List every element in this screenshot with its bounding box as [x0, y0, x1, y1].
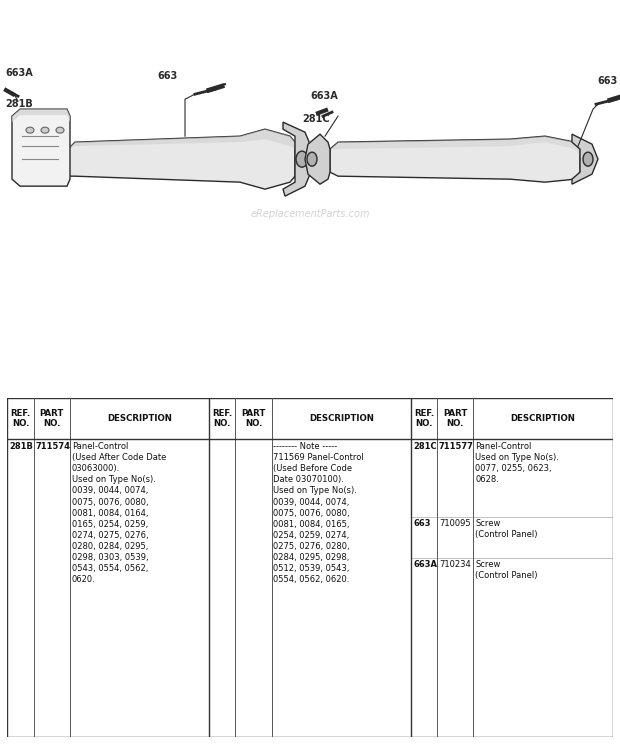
- Text: 281C: 281C: [302, 114, 330, 124]
- Ellipse shape: [583, 153, 593, 166]
- Text: 281B: 281B: [5, 99, 33, 109]
- Polygon shape: [572, 134, 598, 185]
- Text: 663: 663: [598, 76, 618, 86]
- Polygon shape: [305, 134, 330, 185]
- Text: 663A: 663A: [310, 92, 338, 101]
- Text: REF.
NO.: REF. NO.: [414, 408, 434, 428]
- Text: eReplacementParts.com: eReplacementParts.com: [250, 209, 370, 219]
- Text: PART
NO.: PART NO.: [241, 408, 266, 428]
- Text: Panel-Control
Used on Type No(s).
0077, 0255, 0623,
0628.: Panel-Control Used on Type No(s). 0077, …: [475, 442, 559, 484]
- Text: 663A: 663A: [414, 559, 437, 569]
- Text: 711574: 711574: [35, 442, 71, 451]
- Polygon shape: [12, 109, 70, 186]
- Polygon shape: [330, 136, 580, 182]
- Polygon shape: [330, 136, 580, 156]
- Polygon shape: [12, 109, 70, 122]
- Text: -------- Note -----
711569 Panel-Control
(Used Before Code
Date 03070100).
Used : -------- Note ----- 711569 Panel-Control…: [273, 442, 364, 584]
- Text: Screw
(Control Panel): Screw (Control Panel): [475, 559, 538, 580]
- Text: DESCRIPTION: DESCRIPTION: [510, 414, 575, 423]
- Ellipse shape: [296, 151, 308, 167]
- Text: Panel-Control
(Used After Code Date
03063000).
Used on Type No(s).
0039, 0044, 0: Panel-Control (Used After Code Date 0306…: [72, 442, 166, 584]
- Text: DESCRIPTION: DESCRIPTION: [107, 414, 172, 423]
- Text: 663: 663: [158, 71, 178, 81]
- Text: Screw
(Control Panel): Screw (Control Panel): [475, 519, 538, 539]
- Text: 711577: 711577: [439, 442, 474, 451]
- Ellipse shape: [26, 127, 34, 133]
- Text: REF.
NO.: REF. NO.: [11, 408, 30, 428]
- Text: REF.
NO.: REF. NO.: [212, 408, 232, 428]
- Ellipse shape: [56, 127, 64, 133]
- Polygon shape: [68, 129, 295, 189]
- Polygon shape: [283, 122, 310, 196]
- Text: 281C: 281C: [414, 442, 437, 451]
- Ellipse shape: [41, 127, 49, 133]
- Text: PART
NO.: PART NO.: [40, 408, 64, 428]
- Polygon shape: [68, 129, 295, 149]
- Text: 663: 663: [414, 519, 431, 527]
- Text: PART
NO.: PART NO.: [443, 408, 467, 428]
- Text: 710095: 710095: [439, 519, 471, 527]
- Text: 663A: 663A: [5, 68, 33, 78]
- Text: DESCRIPTION: DESCRIPTION: [309, 414, 374, 423]
- Text: 710234: 710234: [439, 559, 471, 569]
- Text: 281B: 281B: [10, 442, 33, 451]
- Ellipse shape: [307, 153, 317, 166]
